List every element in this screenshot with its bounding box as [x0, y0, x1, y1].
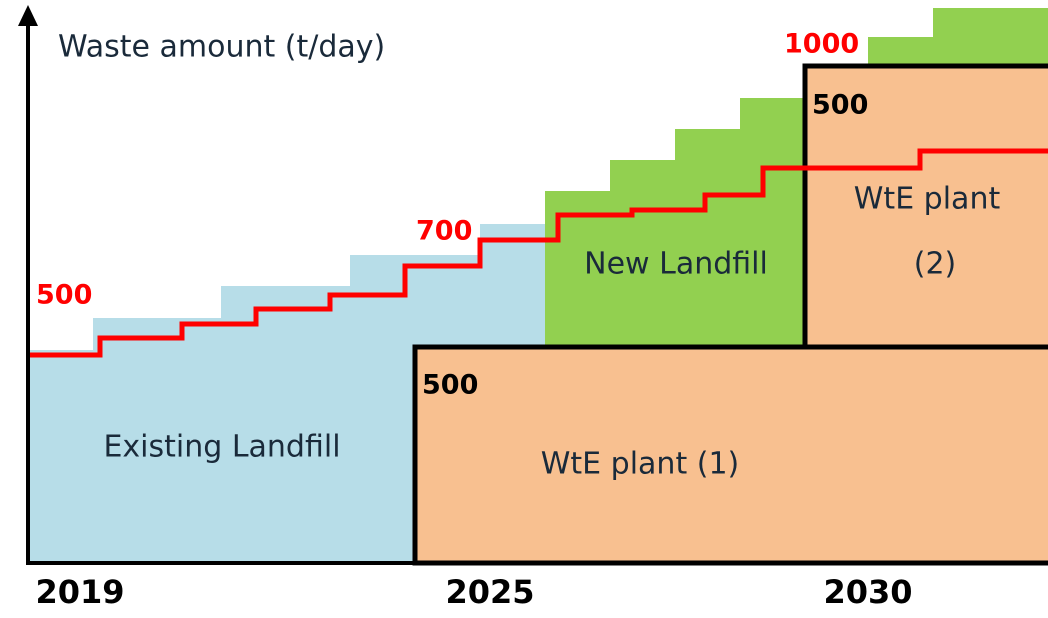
- wte-plant-2-box: [802, 63, 1048, 350]
- region-label: Existing Landfill: [103, 430, 340, 465]
- demand-label: 700: [416, 216, 472, 247]
- new-landfill-area: [545, 98, 805, 347]
- demand-label: 500: [36, 280, 92, 311]
- y-axis-arrow: [18, 5, 38, 26]
- capacity-label: 500: [812, 90, 868, 121]
- wte-plant-1-box: [412, 344, 1048, 566]
- region-label: WtE plant (1): [541, 447, 740, 482]
- year-label: 2030: [823, 573, 912, 611]
- region-label: New Landfill: [584, 247, 768, 282]
- capacity-label: 500: [422, 370, 478, 401]
- year-label: 2019: [35, 573, 124, 611]
- new-landfill-top: [868, 8, 1048, 66]
- region-label: (2): [914, 247, 957, 282]
- year-label: 2025: [445, 573, 534, 611]
- region-label: WtE plant: [854, 182, 1001, 217]
- demand-label: 1000: [784, 29, 859, 60]
- demand-line: [28, 148, 1048, 358]
- existing-landfill-area: [28, 224, 545, 563]
- axis-label: Waste amount (t/day): [58, 30, 385, 65]
